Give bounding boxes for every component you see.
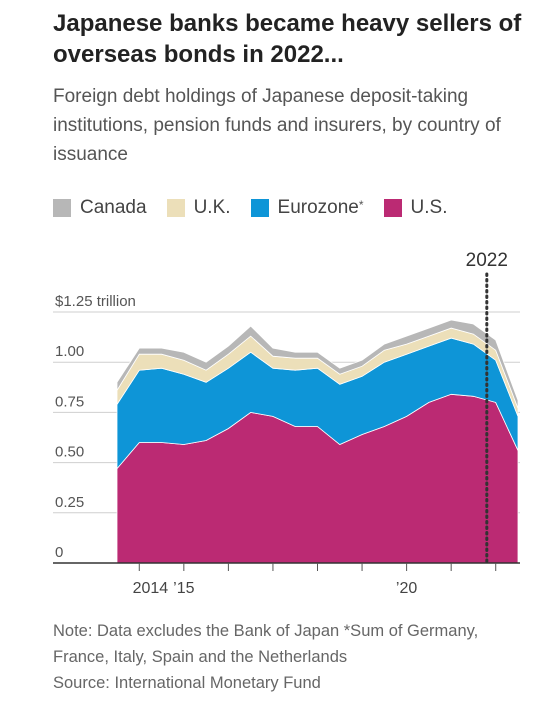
legend-label-eurozone: Eurozone [277,197,359,218]
y-tick-label: 0.25 [55,494,84,511]
annotation-label-2022: 2022 [466,250,508,271]
legend-label-uk: U.K. [193,197,231,218]
chart-subtitle: Foreign debt holdings of Japanese deposi… [53,86,501,165]
legend-swatch-canada [53,199,71,217]
y-tick-label: $1.25 trillion [55,293,136,310]
legend-swatch-us [383,199,402,217]
chart-title: Japanese banks became heavy sellers of o… [53,10,522,68]
chart-plot: 0 0.25 0.50 0.75 1.00 $1.25 trillion 2014’15 ’2… [53,250,520,597]
legend-item-eurozone: Eurozone * [250,197,364,219]
legend-swatch-eurozone [250,199,269,217]
legend-footnote-marker: * [358,198,364,212]
legend-item-canada: Canada [53,197,147,219]
chart-footer: Note: Data excludes the Bank of Japan *S… [53,618,533,696]
y-tick-label: 0.75 [55,393,84,410]
footer-note: Note: Data excludes the Bank of Japan *S… [53,622,479,666]
y-tick-label: 1.00 [55,343,84,360]
area-layer [116,319,519,564]
x-tick-label: ’20 [396,580,417,597]
axis-layer: 0 0.25 0.50 0.75 1.00 $1.25 trillion 2014’15 ’2… [53,293,520,597]
legend-item-uk: U.K. [166,197,231,219]
legend-item-us: U.S. [383,197,448,219]
annotation-layer: 2022 [466,250,508,565]
x-tick-label: 2014 [133,580,169,597]
y-tick-label: 0.50 [55,444,84,461]
legend-swatch-uk [166,199,185,217]
legend-label-us: U.S. [410,197,448,218]
area-canada [116,319,519,409]
legend-label-canada: Canada [80,197,147,218]
x-tick-label: ’15 [173,580,194,597]
y-tick-label: 0 [55,544,63,561]
footer-source: Source: International Monetary Fund [53,674,321,692]
legend: Canada U.K. Eurozone * U.S. [53,196,467,220]
